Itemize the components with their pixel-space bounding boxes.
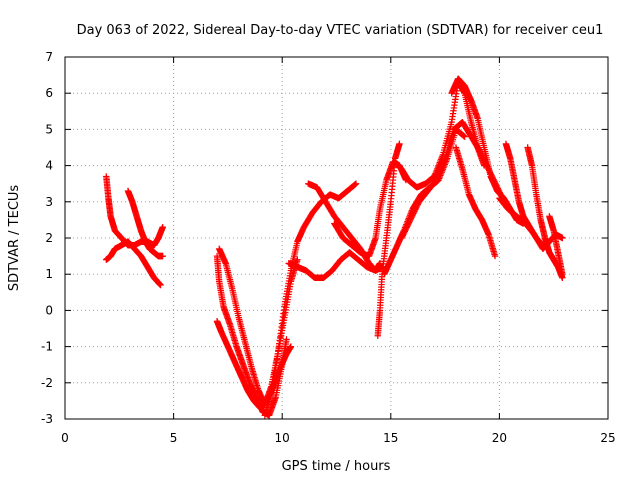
data-point-marker <box>157 281 164 289</box>
x-tick-label: 25 <box>600 431 615 445</box>
chart-title: Day 063 of 2022, Sidereal Day-to-day VTE… <box>77 23 604 38</box>
y-tick-label: 6 <box>45 86 53 100</box>
series-track-q <box>502 140 547 249</box>
data-point-marker <box>461 133 468 140</box>
series-track-m <box>391 79 488 191</box>
y-tick-label: -3 <box>41 412 53 426</box>
data-point-marker <box>283 336 290 343</box>
data-point-marker <box>559 234 566 242</box>
series-track-b <box>103 238 164 289</box>
series-track-c <box>124 187 166 260</box>
x-tick-label: 10 <box>275 431 290 445</box>
y-tick-label: 4 <box>45 159 53 173</box>
data-point-marker <box>159 252 166 260</box>
x-tick-label: 0 <box>61 431 69 445</box>
x-tick-label: 5 <box>170 431 178 445</box>
data-point-marker <box>352 180 360 187</box>
y-tick-label: 3 <box>45 195 53 209</box>
y-tick-label: 2 <box>45 231 53 245</box>
series-track-t <box>546 213 566 278</box>
data-point-marker <box>491 252 499 260</box>
series-track-f <box>216 245 301 408</box>
data-point-marker <box>559 271 566 278</box>
data-point-marker <box>159 223 166 231</box>
series-track-g <box>261 180 360 419</box>
axis-ticks: 0 5 10 15 20 25 -3 -2 -1 0 1 2 3 4 5 6 7 <box>41 50 616 445</box>
series-track-o <box>448 75 527 227</box>
plot-frame <box>64 56 609 420</box>
y-tick-label: -2 <box>41 376 53 390</box>
x-tick-label: 20 <box>492 431 507 445</box>
y-tick-label: 1 <box>45 267 53 281</box>
x-axis-title: GPS time / hours <box>282 459 391 474</box>
series-track-h <box>285 249 384 282</box>
x-tick-label: 15 <box>383 431 398 445</box>
data-point-marker <box>396 140 403 148</box>
y-axis-title: SDTVAR / TECUs <box>7 185 22 292</box>
y-tick-label: 5 <box>45 122 53 136</box>
y-tick-label: 0 <box>45 303 53 317</box>
series-track-s <box>496 194 566 253</box>
y-tick-label: -1 <box>41 340 53 354</box>
series-track-p <box>452 144 499 260</box>
data-points <box>103 75 566 419</box>
y-tick-label: 7 <box>45 50 53 64</box>
series-track-r <box>524 144 566 282</box>
data-point-marker <box>287 343 295 350</box>
